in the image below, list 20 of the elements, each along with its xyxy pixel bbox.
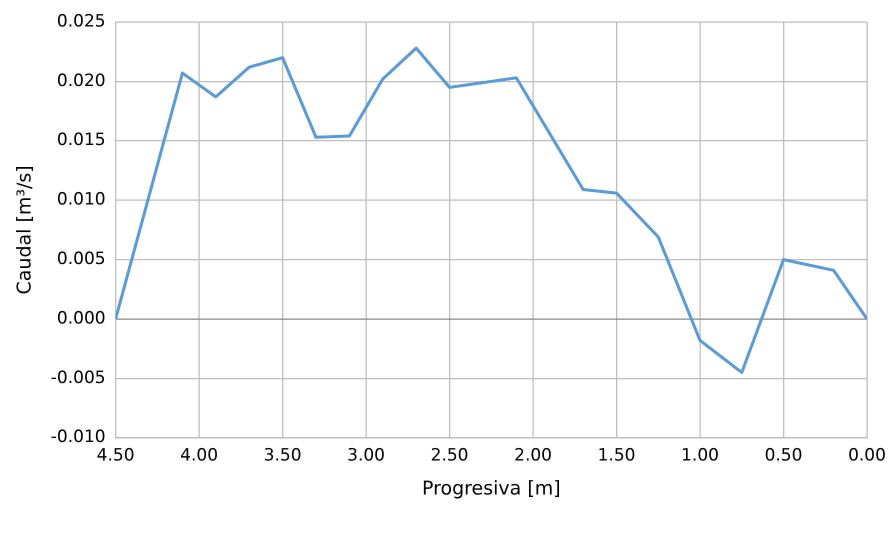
x-tick-label: 2.50 [430,445,468,466]
x-axis-title: Progresiva [m] [422,478,561,500]
x-tick-label: 1.50 [598,445,636,466]
y-tick-label: -0.005 [50,368,106,388]
x-tick-label: 4.00 [180,445,218,466]
x-tick-label: 2.00 [514,445,552,466]
y-tick-label: 0.020 [56,70,106,91]
y-axis-title: Caudal [m³/s] [13,165,36,295]
x-tick-label: 1.00 [681,445,719,466]
y-tick-label: 0.015 [56,130,106,150]
y-tick-label: 0.005 [56,249,106,270]
x-tick-label: 3.50 [264,445,302,466]
y-tick-label: 0.025 [56,11,106,32]
y-tick-label: 0.010 [56,190,106,210]
x-tick-label: 0.00 [848,445,886,466]
y-tick-label: -0.010 [50,427,106,448]
y-tick-label: 0.000 [56,308,106,328]
x-tick-label: 4.50 [96,445,135,466]
x-tick-label: 0.50 [764,445,802,466]
x-tick-label: 3.00 [347,445,385,466]
